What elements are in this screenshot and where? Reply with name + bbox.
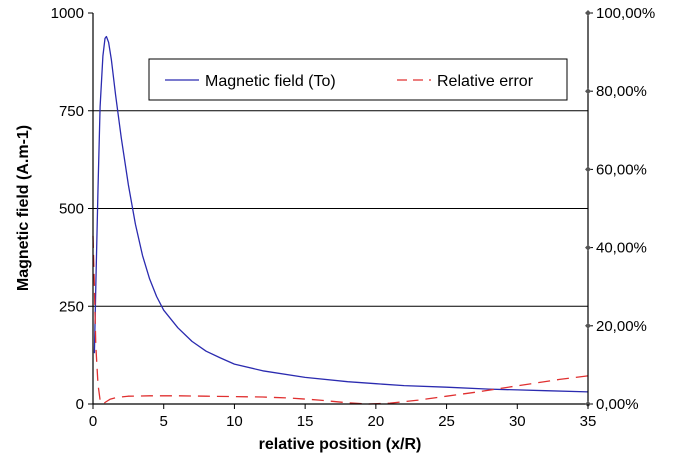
y-axis-title: Magnetic field (A.m-1): [15, 125, 32, 291]
y-tick-label-2: 500: [59, 201, 84, 218]
series-line-relative-error: [92, 235, 589, 405]
y2-tick-label-2: 40,00%: [596, 240, 647, 257]
legend-label-relative-error: Relative error: [437, 73, 534, 90]
x-tick-label-7: 35: [580, 413, 597, 430]
x-axis-title: relative position (x/R): [259, 436, 422, 453]
x-tick-label-5: 25: [438, 413, 455, 430]
y2-tick-marker-4: [585, 88, 591, 95]
x-tick-label-6: 30: [509, 413, 526, 430]
tick-labels: 025050075010000,00%20,00%40,00%60,00%80,…: [51, 5, 656, 430]
y2-tick-marker-3: [585, 166, 591, 173]
y2-tick-label-1: 20,00%: [596, 318, 647, 335]
x-tick-label-0: 0: [89, 413, 97, 430]
y-tick-label-0: 0: [76, 396, 84, 413]
legend-label-magnetic-field: Magnetic field (To): [205, 73, 336, 90]
legend-box: [148, 58, 568, 101]
x-tick-label-3: 15: [297, 413, 314, 430]
y2-tick-marker-1: [585, 322, 591, 329]
x-tick-label-4: 20: [368, 413, 385, 430]
axes: [88, 10, 593, 409]
series-line-magnetic-field: [93, 35, 589, 393]
x-tick-label-1: 5: [160, 413, 168, 430]
y2-tick-label-0: 0,00%: [596, 396, 639, 413]
gridlines: [93, 110, 588, 307]
y2-tick-label-3: 60,00%: [596, 161, 647, 178]
y-tick-label-1: 250: [59, 298, 84, 315]
y2-tick-marker-5: [585, 10, 591, 16]
y-tick-label-4: 1000: [51, 5, 84, 22]
series-layer: [92, 35, 589, 405]
y2-tick-label-4: 80,00%: [596, 83, 647, 100]
y2-tick-marker-2: [585, 244, 591, 251]
legend: Magnetic field (To) Relative error: [148, 58, 568, 101]
y-tick-label-3: 750: [59, 103, 84, 120]
x-tick-label-2: 10: [226, 413, 243, 430]
y2-tick-label-5: 100,00%: [596, 5, 655, 22]
